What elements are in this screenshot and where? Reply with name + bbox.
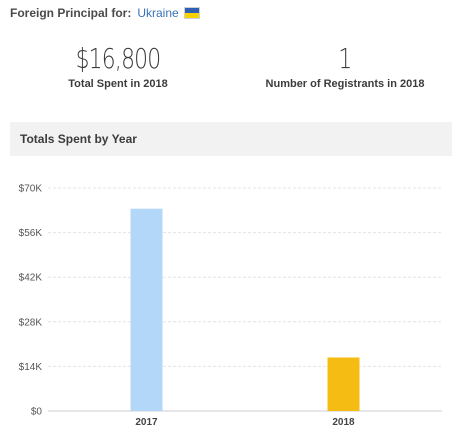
x-tick-label: 2018 <box>332 417 355 428</box>
y-tick-label: $14K <box>19 362 43 373</box>
country-link[interactable]: Ukraine <box>137 6 179 20</box>
y-tick-label: $42K <box>19 273 43 284</box>
totals-bar-chart: $0 $14K $28K $42K $56K $70K 2017 2018 <box>19 184 442 429</box>
y-tick-label: $56K <box>19 228 43 239</box>
y-tick-label: $70K <box>19 184 43 195</box>
registrants-label: Number of Registrants in 2018 <box>265 78 425 90</box>
grid-layer <box>48 187 442 412</box>
y-tick-label: $28K <box>19 317 43 328</box>
flag-top-stripe <box>184 8 199 13</box>
foreign-principal-label: Foreign Principal for: <box>10 6 132 20</box>
total-spent-label: Total Spent in 2018 <box>68 78 168 90</box>
section-title: Totals Spent by Year <box>20 132 137 146</box>
flag-bottom-stripe <box>184 13 199 18</box>
y-tick-label: $0 <box>31 407 43 418</box>
foreign-principal-row: Foreign Principal for: Ukraine <box>10 4 200 22</box>
total-spent-stat: $16,800 Total Spent in 2018 <box>56 42 180 90</box>
ukraine-flag-icon <box>183 7 200 19</box>
x-tick-label: 2017 <box>135 417 158 428</box>
totals-section-header: Totals Spent by Year <box>10 122 452 156</box>
total-spent-value: $16,800 <box>75 42 162 75</box>
label-layer: $0 $14K $28K $42K $56K $70K 2017 2018 <box>19 184 355 429</box>
registrants-value: 1 <box>338 42 352 75</box>
bar-2017 <box>130 208 163 411</box>
registrants-stat: 1 Number of Registrants in 2018 <box>255 42 435 90</box>
bar-layer <box>130 208 360 411</box>
bar-2018 <box>327 357 360 411</box>
